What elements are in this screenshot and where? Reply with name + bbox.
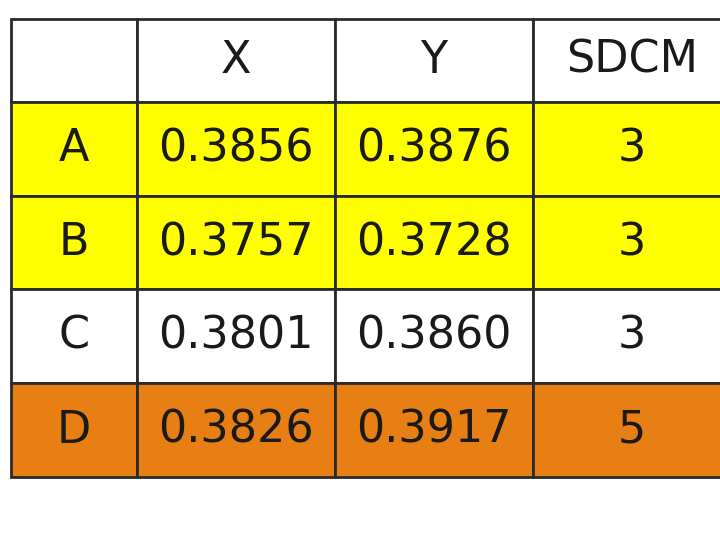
Text: 0.3856: 0.3856: [158, 127, 313, 170]
Bar: [335, 383, 533, 477]
Bar: [137, 19, 335, 102]
Bar: [137, 289, 335, 383]
Text: A: A: [58, 127, 89, 170]
Text: D: D: [57, 408, 91, 452]
Bar: [137, 196, 335, 289]
Bar: [11, 196, 137, 289]
Text: B: B: [58, 221, 89, 264]
Bar: [11, 19, 137, 102]
Text: 0.3728: 0.3728: [356, 221, 512, 264]
Text: 5: 5: [618, 408, 646, 452]
Bar: [11, 383, 137, 477]
Bar: [11, 289, 137, 383]
Text: X: X: [220, 39, 251, 82]
Text: 0.3801: 0.3801: [158, 315, 313, 358]
Text: 0.3757: 0.3757: [158, 221, 313, 264]
Text: 0.3826: 0.3826: [158, 408, 314, 452]
Text: 3: 3: [618, 127, 646, 170]
Text: SDCM: SDCM: [566, 39, 698, 82]
Bar: [533, 383, 720, 477]
Bar: [533, 19, 720, 102]
Bar: [137, 383, 335, 477]
Bar: [533, 102, 720, 196]
Text: Y: Y: [420, 39, 447, 82]
Bar: [533, 289, 720, 383]
Bar: [335, 196, 533, 289]
Bar: [335, 102, 533, 196]
Text: 0.3876: 0.3876: [356, 127, 511, 170]
Text: 0.3917: 0.3917: [356, 408, 511, 452]
Bar: [335, 289, 533, 383]
Text: C: C: [58, 315, 89, 358]
Bar: [137, 102, 335, 196]
Text: 3: 3: [618, 221, 646, 264]
Bar: [335, 19, 533, 102]
Text: 0.3860: 0.3860: [356, 315, 511, 358]
Bar: [11, 102, 137, 196]
Text: 3: 3: [618, 315, 646, 358]
Bar: [533, 196, 720, 289]
